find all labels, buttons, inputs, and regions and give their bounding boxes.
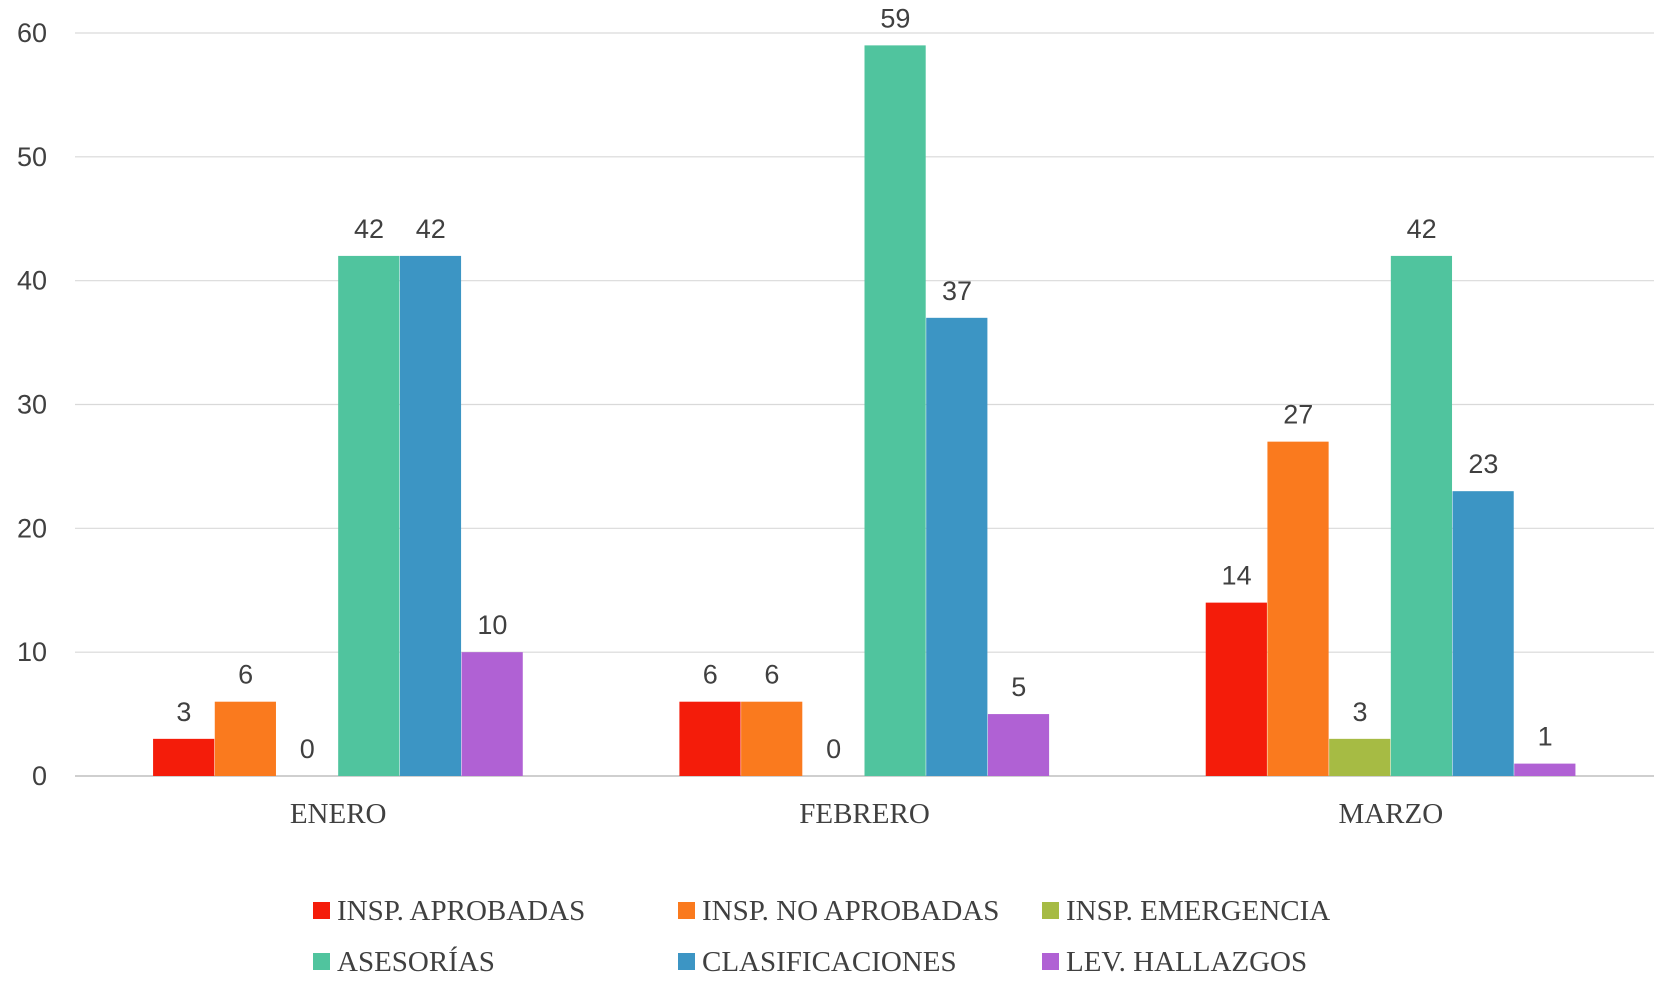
bar	[679, 701, 741, 776]
bar	[1390, 255, 1453, 776]
y-tick-label: 30	[17, 390, 47, 420]
data-label: 10	[477, 610, 507, 640]
data-label: 0	[826, 734, 841, 764]
y-tick-label: 20	[17, 513, 47, 543]
data-label: 6	[238, 660, 253, 690]
legend-label: ASESORÍAS	[337, 945, 495, 978]
bar	[1514, 763, 1576, 776]
bar	[214, 701, 276, 776]
bar	[1452, 491, 1514, 776]
bar	[1329, 738, 1391, 776]
data-label: 3	[176, 697, 191, 727]
data-label: 14	[1222, 561, 1252, 591]
data-label: 59	[880, 3, 910, 33]
legend: INSP. APROBADAS INSP. NO APROBADAS INSP. E…	[313, 895, 1330, 978]
bar	[461, 652, 523, 776]
category-label: MARZO	[1338, 798, 1443, 830]
data-labels: 3 6 0 42 42 10 6 6 0 59 37 5 14 27 3 42 23 1	[176, 3, 1552, 764]
data-label: 5	[1011, 672, 1026, 702]
legend-label: INSP. NO APROBADAS	[702, 895, 999, 927]
data-label: 42	[416, 214, 446, 244]
bar	[399, 255, 462, 776]
data-label: 6	[703, 660, 718, 690]
legend-item: LEV. HALLAZGOS	[1042, 946, 1307, 978]
legend-label: INSP. APROBADAS	[337, 895, 585, 927]
bar	[338, 255, 400, 776]
category-label: ENERO	[290, 798, 387, 830]
legend-swatch	[1042, 953, 1059, 970]
data-label: 23	[1468, 449, 1498, 479]
data-label: 27	[1283, 400, 1313, 430]
y-tick-label: 60	[17, 18, 47, 48]
y-tick-label: 0	[32, 761, 47, 791]
data-label: 3	[1352, 697, 1367, 727]
data-label: 42	[354, 214, 384, 244]
y-tick-label: 40	[17, 266, 47, 296]
bar	[926, 317, 988, 776]
legend-item: INSP. NO APROBADAS	[678, 895, 999, 927]
legend-swatch	[678, 953, 695, 970]
y-axis: 0 10 20 30 40 50 60	[17, 18, 47, 791]
data-label: 6	[764, 660, 779, 690]
y-tick-label: 50	[17, 142, 47, 172]
legend-swatch	[313, 902, 330, 919]
legend-item: CLASIFICACIONES	[678, 946, 957, 978]
bar	[864, 45, 926, 776]
legend-label: INSP. EMERGENCIA	[1066, 895, 1330, 927]
x-axis: ENERO FEBRERO MARZO	[290, 798, 1443, 830]
bar	[153, 738, 215, 776]
bar	[987, 714, 1050, 776]
data-label: 0	[300, 734, 315, 764]
y-tick-label: 10	[17, 637, 47, 667]
data-label: 37	[942, 276, 972, 306]
legend-swatch	[1042, 902, 1059, 919]
data-label: 42	[1407, 214, 1437, 244]
legend-item: INSP. APROBADAS	[313, 895, 585, 927]
bars	[153, 45, 1576, 776]
legend-item: ASESORÍAS	[313, 945, 495, 978]
legend-swatch	[678, 902, 695, 919]
legend-item: INSP. EMERGENCIA	[1042, 895, 1330, 927]
bar	[1205, 602, 1267, 776]
bar	[741, 701, 803, 776]
legend-label: LEV. HALLAZGOS	[1066, 946, 1307, 978]
legend-swatch	[313, 953, 330, 970]
bar	[1267, 441, 1329, 776]
category-label: FEBRERO	[799, 798, 930, 830]
legend-label: CLASIFICACIONES	[702, 946, 957, 978]
data-label: 1	[1538, 722, 1553, 752]
